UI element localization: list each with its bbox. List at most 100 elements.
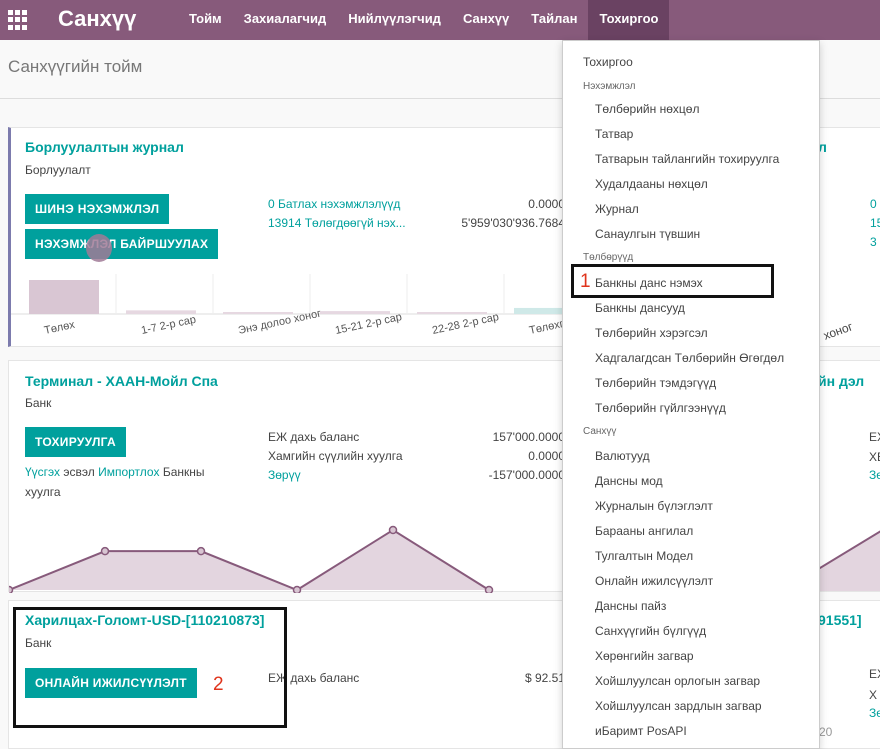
menu-payment-acquirers[interactable]: Төлбөрийн хэрэгсэл: [595, 326, 708, 340]
chart-point: [484, 585, 494, 593]
chart-bar: [514, 307, 568, 314]
journal-type: Банк: [25, 636, 52, 650]
apps-grid-icon[interactable]: [8, 10, 28, 30]
balance-value: $ 92.51: [524, 671, 565, 685]
online-sync-button[interactable]: ОНЛАЙН ИЖИЛСҮҮЛЭЛТ: [25, 668, 197, 698]
create-link[interactable]: Үүсгэх: [25, 465, 61, 479]
annotation-box-1: [571, 264, 774, 298]
new-invoice-button[interactable]: ШИНЭ НЭХЭМЖЛЭЛ: [25, 194, 170, 224]
annotation-box-2: [13, 607, 287, 728]
chart-bar: [29, 280, 99, 314]
chart-tick-label: 15-21 2-р сар: [334, 311, 403, 337]
menu-reporting[interactable]: Тайлан: [531, 11, 578, 26]
menu-followup-levels[interactable]: Санаулгын түвшин: [595, 227, 701, 241]
menu-journals[interactable]: Журнал: [595, 202, 639, 216]
right-line-3[interactable]: Зө: [869, 468, 880, 482]
section-header-payments: Төлбөрүүд: [583, 252, 634, 263]
journal-title[interactable]: Харилцах-Голомт-USD-[110210873]: [25, 612, 265, 628]
chart-bar: [126, 310, 196, 314]
sales-journal-card: Борлуулалтын журнал Борлуулалт ШИНЭ НЭХЭ…: [8, 127, 568, 347]
menu-chart-of-accounts[interactable]: Дансны мод: [595, 474, 663, 488]
section-header-accounting: Санхүү: [583, 426, 617, 437]
balance-value: 157'000.0000: [492, 430, 565, 444]
menu-journal-groups[interactable]: Журналын бүлэглэлт: [595, 499, 713, 513]
menu-payment-terms[interactable]: Төлбөрийн нөхцөл: [595, 102, 700, 116]
balance-line-chart: [9, 525, 494, 593]
menu-product-categories[interactable]: Барааны ангилал: [595, 524, 694, 538]
app-brand[interactable]: Санхүү: [58, 6, 137, 31]
menu-overview[interactable]: Тойм: [189, 11, 222, 26]
section-header-invoicing: Нэхэмжлэл: [583, 81, 636, 92]
menu-payment-tokens[interactable]: Төлбөрийн тэмдэгүүд: [595, 376, 717, 390]
menu-currencies[interactable]: Валютууд: [595, 449, 650, 463]
menu-payment-transactions[interactable]: Төлбөрийн гүйлгээнүүд: [595, 401, 726, 415]
menu-ebarimt-posapi[interactable]: иБаримт PosAPI: [595, 724, 687, 738]
right-partial-text: 20: [819, 725, 833, 739]
chart-point: [388, 525, 398, 535]
to-validate-amount: 0.0000: [528, 197, 565, 211]
menu-add-bank-account[interactable]: Банкны данс нэмэх: [595, 276, 703, 290]
menu-taxes[interactable]: Татвар: [595, 127, 634, 141]
right-journal-title[interactable]: л: [818, 139, 827, 155]
golomt-bank-card: Харилцах-Голомт-USD-[110210873] Банк ОНЛ…: [8, 600, 568, 749]
divider: [0, 98, 880, 99]
chart-point: [196, 546, 206, 556]
chart-point: [9, 585, 14, 593]
menu-account-groups[interactable]: Санхүүгийн бүлгүүд: [595, 624, 707, 638]
menu-accounting[interactable]: Санхүү: [462, 11, 510, 26]
chart-point: [100, 546, 110, 556]
chart-tick-label: 22-28 2-р сар: [431, 311, 500, 337]
menu-vendors[interactable]: Нийлүүлэгчид: [348, 11, 441, 26]
cursor-dot: [86, 234, 112, 262]
menu-customers[interactable]: Захиалагчид: [243, 11, 327, 26]
reconcile-button[interactable]: ТОХИРУУЛГА: [25, 427, 126, 457]
right-line-6[interactable]: Зө: [869, 706, 880, 720]
menu-tax-report-settings[interactable]: Татварын тайлангийн тохируулга: [595, 152, 780, 166]
last-statement-value: 0.0000: [528, 449, 565, 463]
terminal-bank-card: Терминал - ХААН-Мойл Спа Банк ТОХИРУУЛГА…: [8, 360, 568, 593]
main-menu: Тойм Захиалагчид Нийлүүлэгчид Санхүү Тай…: [178, 0, 670, 40]
right-link-2[interactable]: 15: [870, 216, 880, 230]
journal-type: Борлуулалт: [25, 163, 91, 177]
menu-reconciliation-models[interactable]: Тулгалтын Модел: [595, 549, 694, 563]
menu-deferred-revenue-models[interactable]: Хойшлуулсан орлогын загвар: [595, 674, 761, 688]
top-navbar: Санхүү Тойм Захиалагчид Нийлүүлэгчид Сан…: [0, 0, 880, 40]
right-line-1: ЕХ: [869, 430, 880, 444]
unpaid-invoices-link[interactable]: 13914 Төлөгдөөгүй нэх...: [268, 216, 406, 230]
chart-point: [292, 585, 302, 593]
chart-tick-label: Төлөх: [43, 319, 76, 337]
menu-online-sync[interactable]: Онлайн ижилсүүлэлт: [595, 574, 714, 588]
right-bank-title-2[interactable]: 91551]: [818, 612, 862, 628]
configuration-dropdown: Тохиргоо Нэхэмжлэл Төлбөрийн нөхцөл Татв…: [562, 40, 820, 749]
right-bank-card-2: 91551] ЕХ Х Зө 20: [814, 600, 880, 749]
right-link-1[interactable]: 0: [870, 197, 877, 211]
menu-deferred-expense-models[interactable]: Хойшлуулсан зардлын загвар: [595, 699, 762, 713]
invoices-to-validate-link[interactable]: 0 Батлах нэхэмжлэлүүд: [268, 197, 401, 211]
page-title: Санхүүгийн тойм: [8, 57, 143, 76]
chart-bar: [320, 311, 390, 314]
chart-tick-label: 1-7 2-р сар: [140, 314, 197, 337]
difference-value: -157'000.0000: [488, 468, 565, 482]
aging-bar-chart: Төлөх 1-7 2-р сар Энэ долоо хоног 15-21 2-р…: [11, 274, 568, 337]
statement-text: хуулга: [25, 485, 61, 499]
right-link-3[interactable]: 3: [870, 235, 877, 249]
dropdown-config-item[interactable]: Тохиргоо: [583, 55, 633, 69]
upload-invoice-button[interactable]: НЭХЭМЖЛЭЛ БАЙРШУУЛАХ: [25, 229, 219, 259]
right-journal-card: л 0 15 3 хоног: [814, 127, 880, 347]
menu-configuration[interactable]: Тохиргоо: [588, 0, 670, 40]
import-link[interactable]: Импортлох: [98, 465, 160, 479]
menu-saved-payment-data[interactable]: Хадгалагдсан Төлбөрийн Өгөгдөл: [595, 351, 785, 365]
journal-title[interactable]: Терминал - ХААН-Мойл Спа: [25, 373, 218, 389]
chart-line: [9, 528, 490, 592]
difference-link[interactable]: Зөрүү: [268, 468, 301, 482]
chart-bar: [223, 312, 293, 314]
menu-incoterms[interactable]: Худалдааны нөхцөл: [595, 177, 708, 191]
balance-label: ЕЖ дахь баланс: [268, 430, 360, 444]
journal-title[interactable]: Борлуулалтын журнал: [25, 139, 184, 155]
right-bank-title[interactable]: йн дэл: [818, 373, 865, 389]
menu-account-tags[interactable]: Дансны пайз: [595, 599, 667, 613]
menu-bank-accounts[interactable]: Банкны дансууд: [595, 301, 685, 315]
journal-type: Банк: [25, 396, 52, 410]
menu-asset-models[interactable]: Хөрөнгийн загвар: [595, 649, 694, 663]
balance-label: ЕЖ дахь баланс: [268, 671, 360, 685]
